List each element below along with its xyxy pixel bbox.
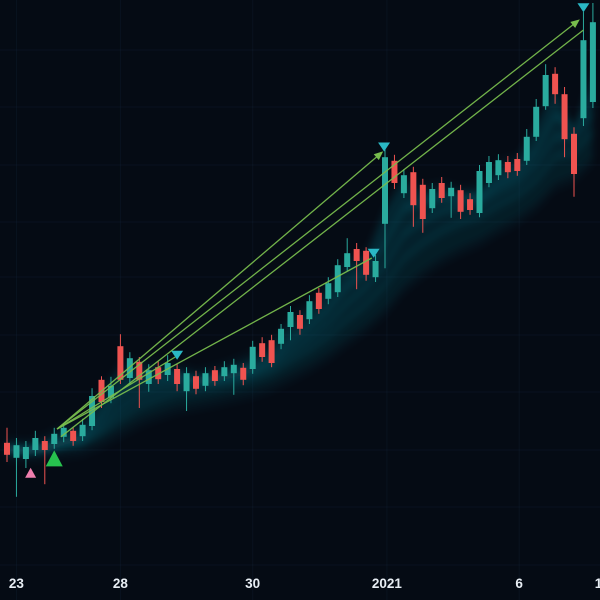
signal-markers bbox=[25, 3, 590, 478]
candle-bear bbox=[174, 364, 181, 392]
candle-bear bbox=[296, 310, 303, 335]
trade-trend-lines bbox=[56, 19, 584, 438]
candle-bull bbox=[107, 376, 114, 404]
candle-bull bbox=[429, 183, 436, 213]
candle-bull bbox=[542, 64, 549, 110]
sell-signal-marker bbox=[378, 142, 391, 152]
candle-bear bbox=[211, 366, 218, 386]
trade-trend-line bbox=[56, 257, 373, 430]
candle-bear bbox=[155, 361, 162, 384]
x-axis-label: 28 bbox=[113, 576, 129, 591]
candle-bear bbox=[561, 87, 568, 158]
candle-bull bbox=[485, 156, 492, 188]
candle-bull bbox=[22, 441, 29, 468]
candle-bull bbox=[476, 165, 483, 218]
candle-bull bbox=[334, 259, 341, 297]
candle-bear bbox=[4, 427, 10, 462]
candle-bear bbox=[363, 247, 370, 281]
candle-bull bbox=[580, 12, 587, 126]
candle-bull bbox=[372, 255, 379, 282]
sell-signal-marker bbox=[367, 248, 380, 258]
candle-bull bbox=[89, 388, 96, 431]
candle-bull bbox=[400, 169, 407, 198]
candle-bull bbox=[126, 352, 133, 384]
weak-buy-signal-marker bbox=[25, 467, 37, 478]
candle-bear bbox=[193, 370, 199, 395]
candles bbox=[4, 3, 596, 497]
candle-bear bbox=[41, 436, 48, 485]
x-axis-label: 6 bbox=[515, 576, 523, 591]
candle-bear bbox=[457, 184, 464, 219]
candle-bull bbox=[448, 181, 455, 218]
ribbon-band bbox=[7, 61, 593, 463]
x-axis-label: 30 bbox=[245, 576, 260, 591]
candle-bear bbox=[552, 67, 559, 104]
trade-trend-line bbox=[60, 29, 584, 438]
candle-bull bbox=[495, 154, 502, 180]
trade-trend-line bbox=[56, 151, 384, 430]
x-axis-label: 2021 bbox=[372, 576, 403, 591]
ma-ribbon-cloud bbox=[7, 61, 593, 463]
candle-bear bbox=[240, 363, 247, 386]
candle-bull bbox=[382, 148, 388, 269]
candle-bull bbox=[230, 358, 237, 395]
candle-bull bbox=[79, 418, 86, 441]
sell-signal-marker bbox=[577, 3, 590, 13]
candle-bear bbox=[315, 288, 322, 314]
candle-bull bbox=[278, 324, 285, 350]
x-axis-label: 23 bbox=[9, 576, 25, 591]
candle-bull bbox=[183, 367, 190, 411]
candle-bull bbox=[221, 361, 228, 381]
candle-bull bbox=[249, 340, 256, 374]
candle-bull bbox=[60, 423, 67, 443]
candle-bull bbox=[533, 99, 540, 141]
candle-bear bbox=[268, 334, 275, 368]
sell-signal-marker bbox=[171, 350, 184, 360]
candle-bull bbox=[32, 430, 39, 456]
candle-bull bbox=[306, 295, 313, 324]
candle-bear bbox=[391, 154, 398, 189]
time-axis[interactable]: 23 28 30 2021 6 1 bbox=[9, 576, 600, 591]
candle-bear bbox=[259, 337, 266, 362]
candle-bear bbox=[467, 193, 474, 215]
candle-bear bbox=[136, 357, 143, 408]
candle-bull bbox=[344, 238, 351, 272]
candle-bear bbox=[571, 127, 577, 197]
candle-bear bbox=[438, 177, 445, 203]
trade-trend-line bbox=[56, 19, 580, 430]
candle-bull bbox=[589, 3, 596, 108]
candle-bear bbox=[504, 156, 511, 179]
buy-signal-marker bbox=[45, 450, 63, 467]
candle-bull bbox=[51, 427, 58, 449]
candle-bull bbox=[202, 367, 209, 392]
candle-bear bbox=[514, 153, 521, 176]
candle-bull bbox=[287, 306, 294, 341]
candle-bull bbox=[13, 438, 20, 497]
candle-bear bbox=[70, 427, 77, 446]
candle-bull bbox=[523, 129, 530, 165]
candle-bear bbox=[419, 178, 426, 233]
candle-bear bbox=[410, 166, 417, 227]
x-axis-label: 1 bbox=[595, 576, 600, 591]
